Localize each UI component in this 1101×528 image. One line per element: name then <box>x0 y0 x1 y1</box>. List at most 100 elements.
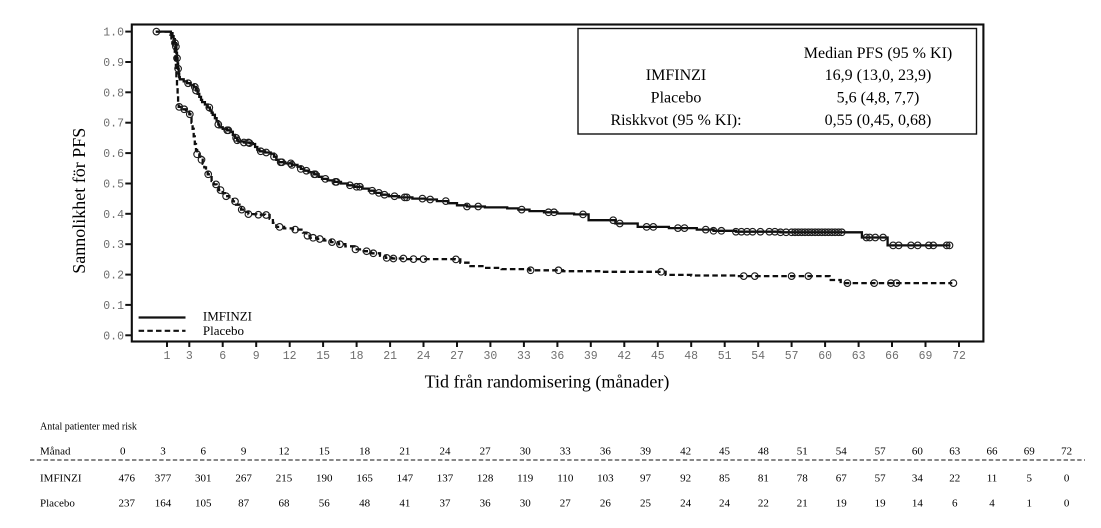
svg-text:IMFINZI: IMFINZI <box>40 472 82 484</box>
svg-text:Median PFS (95 % KI): Median PFS (95 % KI) <box>804 45 952 62</box>
svg-text:21: 21 <box>383 350 397 363</box>
svg-text:0.3: 0.3 <box>103 239 124 252</box>
svg-text:9: 9 <box>241 446 247 458</box>
svg-text:39: 39 <box>584 350 598 363</box>
svg-text:0: 0 <box>1064 472 1070 484</box>
svg-text:48: 48 <box>359 497 371 509</box>
svg-text:21: 21 <box>797 497 808 509</box>
svg-text:4: 4 <box>989 497 995 509</box>
svg-text:Riskkvot (95 % KI):: Riskkvot (95 % KI): <box>610 112 741 129</box>
svg-text:36: 36 <box>600 446 612 458</box>
svg-text:5,6 (4,8, 7,7): 5,6 (4,8, 7,7) <box>837 90 920 107</box>
svg-text:0: 0 <box>120 446 126 458</box>
svg-text:237: 237 <box>118 497 135 509</box>
svg-text:0: 0 <box>1064 497 1070 509</box>
svg-text:19: 19 <box>836 497 848 509</box>
svg-text:69: 69 <box>1024 446 1036 458</box>
svg-text:0.0: 0.0 <box>103 330 124 343</box>
svg-text:45: 45 <box>719 446 731 458</box>
svg-text:1: 1 <box>164 350 171 363</box>
svg-text:24: 24 <box>440 446 452 458</box>
svg-text:215: 215 <box>276 472 293 484</box>
svg-text:3: 3 <box>160 446 166 458</box>
svg-text:22: 22 <box>758 497 769 509</box>
svg-text:78: 78 <box>797 472 809 484</box>
svg-text:0.9: 0.9 <box>103 57 124 70</box>
svg-text:57: 57 <box>875 472 887 484</box>
svg-text:137: 137 <box>437 472 454 484</box>
svg-text:24: 24 <box>680 497 692 509</box>
svg-text:57: 57 <box>785 350 799 363</box>
svg-text:165: 165 <box>356 472 373 484</box>
svg-text:60: 60 <box>818 350 832 363</box>
svg-text:110: 110 <box>557 472 574 484</box>
svg-text:30: 30 <box>483 350 497 363</box>
svg-text:IMFINZI: IMFINZI <box>646 67 706 84</box>
svg-text:119: 119 <box>517 472 534 484</box>
svg-text:24: 24 <box>417 350 431 363</box>
svg-text:87: 87 <box>238 497 250 509</box>
svg-text:11: 11 <box>987 472 998 484</box>
svg-text:97: 97 <box>640 472 652 484</box>
svg-text:42: 42 <box>617 350 631 363</box>
svg-text:1: 1 <box>1027 497 1033 509</box>
svg-text:128: 128 <box>477 472 494 484</box>
svg-text:27: 27 <box>560 497 572 509</box>
svg-text:51: 51 <box>797 446 808 458</box>
svg-text:33: 33 <box>517 350 531 363</box>
svg-text:Månad: Månad <box>40 446 71 458</box>
svg-text:0.7: 0.7 <box>103 118 124 131</box>
svg-text:9: 9 <box>253 350 260 363</box>
svg-text:25: 25 <box>640 497 652 509</box>
svg-text:1.0: 1.0 <box>103 27 124 40</box>
svg-text:57: 57 <box>875 446 887 458</box>
svg-text:54: 54 <box>751 350 765 363</box>
svg-text:22: 22 <box>949 472 960 484</box>
svg-text:164: 164 <box>155 497 172 509</box>
svg-text:85: 85 <box>719 472 731 484</box>
svg-text:19: 19 <box>875 497 887 509</box>
svg-text:Placebo: Placebo <box>651 90 702 107</box>
svg-text:34: 34 <box>912 472 924 484</box>
svg-text:6: 6 <box>219 350 226 363</box>
svg-text:68: 68 <box>279 497 291 509</box>
svg-text:66: 66 <box>885 350 899 363</box>
svg-text:14: 14 <box>912 497 924 509</box>
svg-text:0.5: 0.5 <box>103 179 124 192</box>
svg-text:0.2: 0.2 <box>103 270 124 283</box>
svg-text:72: 72 <box>1061 446 1072 458</box>
svg-text:Antal patienter med risk: Antal patienter med risk <box>40 422 137 433</box>
svg-text:12: 12 <box>279 446 290 458</box>
svg-text:377: 377 <box>155 472 172 484</box>
svg-text:15: 15 <box>316 350 330 363</box>
svg-text:36: 36 <box>480 497 492 509</box>
svg-text:6: 6 <box>201 446 207 458</box>
svg-text:21: 21 <box>399 446 410 458</box>
svg-text:190: 190 <box>316 472 333 484</box>
svg-text:72: 72 <box>952 350 966 363</box>
svg-text:26: 26 <box>600 497 612 509</box>
svg-text:105: 105 <box>195 497 212 509</box>
svg-text:103: 103 <box>597 472 614 484</box>
svg-text:0.6: 0.6 <box>103 148 124 161</box>
svg-text:48: 48 <box>684 350 698 363</box>
svg-text:24: 24 <box>719 497 731 509</box>
svg-text:IMFINZI: IMFINZI <box>203 308 252 323</box>
svg-text:0.4: 0.4 <box>103 209 124 222</box>
svg-text:476: 476 <box>118 472 135 484</box>
svg-text:48: 48 <box>758 446 770 458</box>
svg-text:45: 45 <box>651 350 665 363</box>
svg-text:5: 5 <box>1027 472 1033 484</box>
svg-text:18: 18 <box>350 350 364 363</box>
svg-text:67: 67 <box>836 472 848 484</box>
svg-text:Tid från randomisering (månade: Tid från randomisering (månader) <box>425 372 670 393</box>
svg-text:39: 39 <box>640 446 652 458</box>
svg-text:16,9 (13,0, 23,9): 16,9 (13,0, 23,9) <box>825 67 932 84</box>
svg-text:36: 36 <box>550 350 564 363</box>
svg-text:Placebo: Placebo <box>40 497 75 509</box>
svg-text:0,55 (0,45, 0,68): 0,55 (0,45, 0,68) <box>825 112 932 129</box>
svg-text:33: 33 <box>560 446 572 458</box>
svg-text:66: 66 <box>987 446 999 458</box>
svg-text:60: 60 <box>912 446 924 458</box>
svg-text:37: 37 <box>440 497 452 509</box>
